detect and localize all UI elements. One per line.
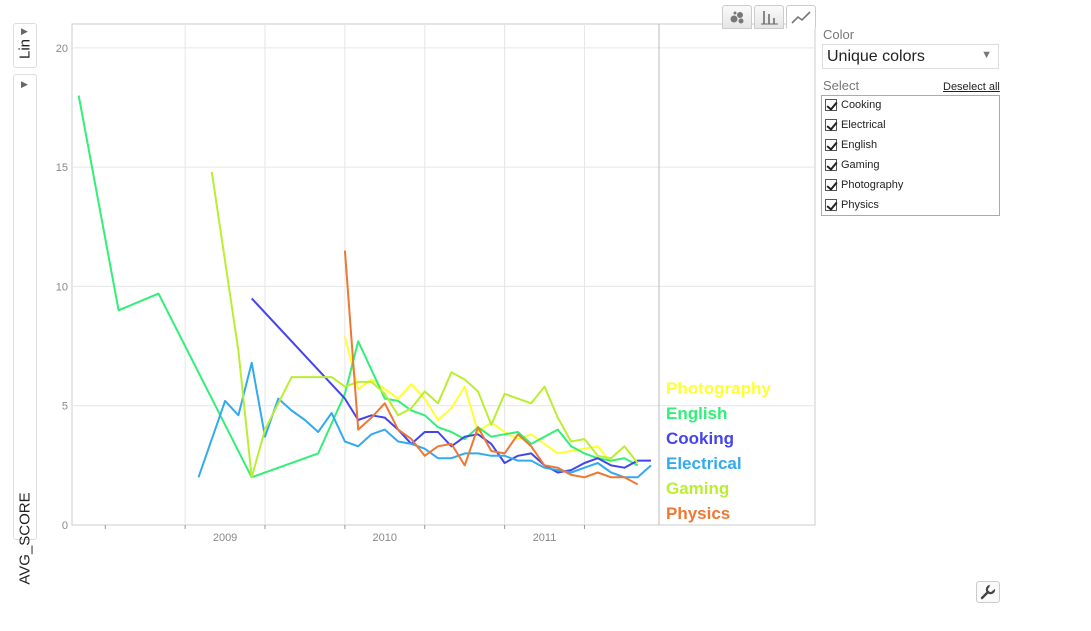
list-item[interactable]: Gaming [825,157,880,173]
x-tick-label: 2011 [533,532,557,544]
settings-button[interactable] [976,581,1000,603]
series-line-cooking [250,297,651,474]
series-label-electrical: Electrical [666,454,742,473]
y-tick-label: 15 [56,162,68,174]
color-value: Unique colors [827,48,925,65]
x-tick-label: 2009 [213,532,237,544]
bar-chart-tab[interactable] [754,5,784,29]
checkbox-icon[interactable] [825,159,837,171]
list-item[interactable]: Cooking [825,97,881,113]
wrench-icon [980,584,996,600]
color-dropdown[interactable]: Unique colors ▼ [822,44,999,69]
series-label-physics: Physics [666,504,730,523]
chevron-down-icon: ▼ [981,49,992,61]
checkbox-icon[interactable] [825,119,837,131]
series-label-photography: Photography [666,379,771,398]
scale-toggle-button[interactable]: ▶ Lin [13,23,37,68]
series-line-english [77,95,639,479]
plot-area [71,23,816,526]
checkbox-icon[interactable] [825,199,837,211]
line-chart-tab[interactable] [786,5,816,29]
checkbox-icon[interactable] [825,139,837,151]
series-line-physics [343,250,639,486]
list-item[interactable]: Electrical [825,117,886,133]
checkbox-icon[interactable] [825,99,837,111]
checkbox-icon[interactable] [825,179,837,191]
bubble-chart-tab[interactable] [722,5,752,29]
series-label-english: English [666,404,727,423]
y-axis-selector[interactable]: ▶ AVG_SCORE [13,74,37,585]
triangle-right-icon: ▶ [21,26,28,36]
select-label: Select [823,78,860,93]
series-line-gaming [210,171,639,479]
deselect-all-link[interactable]: Deselect all [943,81,1000,93]
series-line-electrical [197,361,652,479]
list-item[interactable]: Photography [825,177,903,193]
bubble-chart-icon [730,11,744,24]
y-tick-label: 10 [56,281,68,293]
list-item[interactable]: Physics [825,197,879,213]
series-line-photography [343,336,612,464]
y-tick-label: 20 [56,43,68,55]
series-label-gaming: Gaming [666,479,729,498]
y-tick-label: 0 [62,520,68,532]
x-tick-label: 2010 [373,532,397,544]
triangle-right-icon: ▶ [21,79,28,89]
y-tick-label: 5 [62,401,68,413]
series-select-list: Cooking Electrical English Gaming Photog… [821,95,1000,216]
color-label: Color [823,27,855,42]
series-label-cooking: Cooking [666,429,734,448]
line-chart-icon [791,11,811,24]
list-item[interactable]: English [825,137,877,153]
bar-chart-icon [761,11,778,25]
